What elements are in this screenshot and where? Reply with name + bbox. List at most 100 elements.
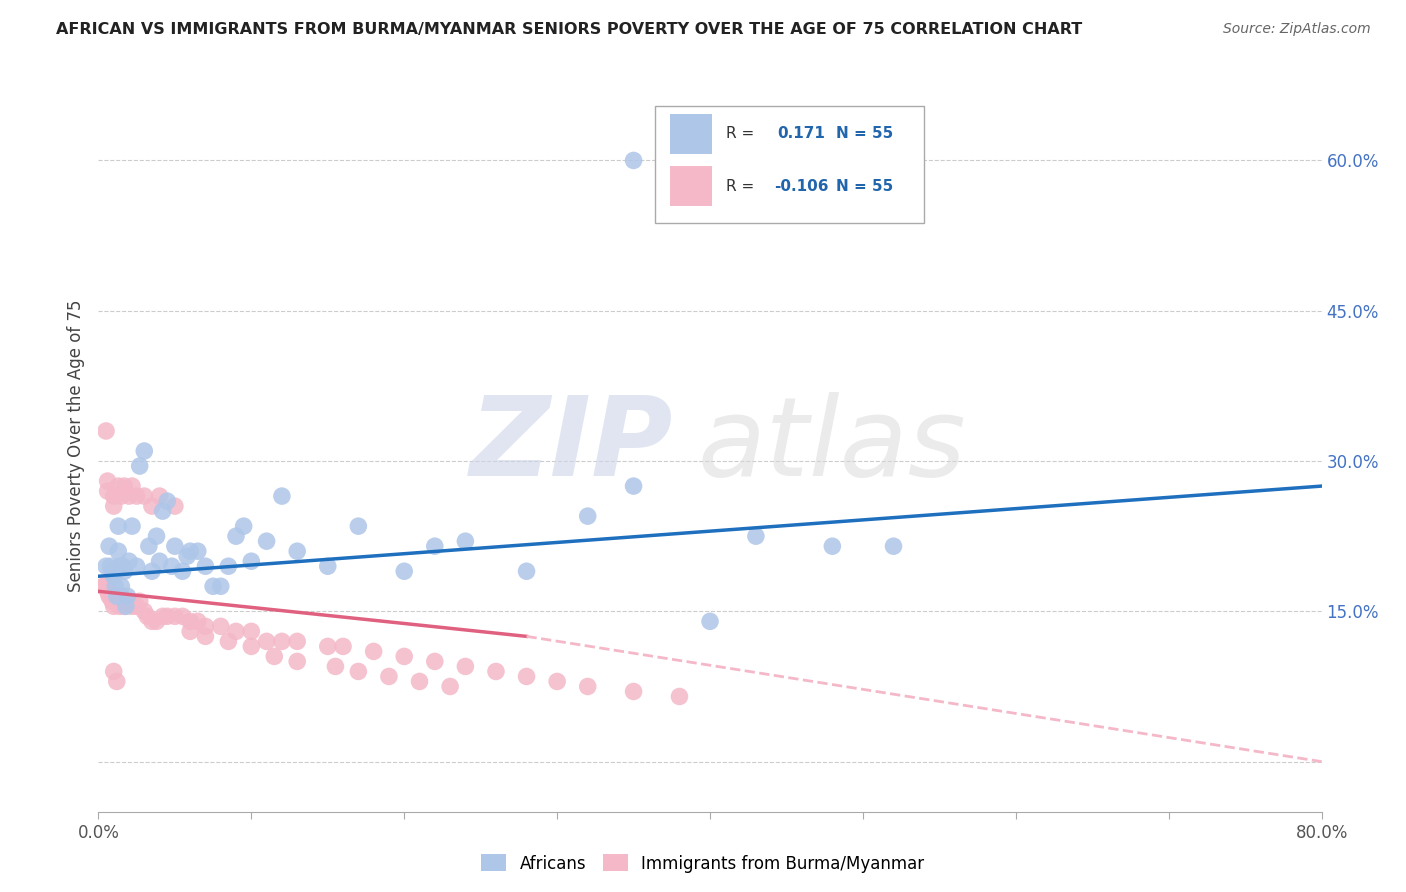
Point xyxy=(128,458,150,473)
Point xyxy=(111,559,134,574)
Point xyxy=(111,594,134,608)
Point xyxy=(225,624,247,639)
Point xyxy=(240,640,263,654)
Point xyxy=(217,559,239,574)
Text: atlas: atlas xyxy=(697,392,966,500)
Point xyxy=(128,594,150,608)
Point xyxy=(125,559,148,574)
Point xyxy=(194,629,217,643)
Point xyxy=(107,544,129,558)
Point xyxy=(232,519,254,533)
Point xyxy=(105,674,128,689)
Point xyxy=(163,539,186,553)
Point xyxy=(134,604,156,618)
Point xyxy=(121,479,143,493)
Point xyxy=(325,659,347,673)
Point xyxy=(97,584,120,599)
Point xyxy=(100,589,122,603)
Point xyxy=(745,529,768,543)
Point xyxy=(176,549,198,564)
Point xyxy=(101,594,124,608)
Point xyxy=(316,640,339,654)
Point xyxy=(110,579,132,593)
Point xyxy=(100,589,122,603)
Point xyxy=(439,680,461,694)
Point xyxy=(112,599,135,614)
Point xyxy=(347,665,370,679)
Point xyxy=(100,559,122,574)
Point xyxy=(172,564,194,578)
Point xyxy=(104,579,127,593)
Point xyxy=(516,564,538,578)
Point xyxy=(423,655,446,669)
Point xyxy=(285,634,308,648)
Point xyxy=(94,424,117,438)
Point xyxy=(117,589,139,603)
Point xyxy=(107,594,129,608)
Point xyxy=(172,609,194,624)
Point xyxy=(103,599,125,614)
Point xyxy=(103,594,125,608)
Point xyxy=(423,539,446,553)
Point xyxy=(134,444,156,458)
Point xyxy=(125,599,148,614)
Point xyxy=(668,690,690,704)
FancyBboxPatch shape xyxy=(669,113,713,153)
Point xyxy=(285,544,308,558)
Point xyxy=(94,579,117,593)
Point xyxy=(141,564,163,578)
Point xyxy=(163,609,186,624)
Point xyxy=(108,599,131,614)
Point xyxy=(108,594,131,608)
Point xyxy=(134,489,156,503)
Text: 0.171: 0.171 xyxy=(778,126,825,141)
Point xyxy=(108,559,131,574)
Point xyxy=(821,539,844,553)
Point xyxy=(363,644,385,658)
Point xyxy=(136,609,159,624)
Point xyxy=(332,640,354,654)
Point xyxy=(94,579,117,593)
Point xyxy=(103,489,125,503)
Point xyxy=(179,544,201,558)
Point xyxy=(156,494,179,508)
Point xyxy=(263,649,285,664)
Point xyxy=(623,479,645,493)
Point xyxy=(378,669,401,683)
Point xyxy=(270,634,292,648)
Legend: Africans, Immigrants from Burma/Myanmar: Africans, Immigrants from Burma/Myanmar xyxy=(475,847,931,880)
Point xyxy=(94,559,117,574)
Point xyxy=(883,539,905,553)
Point xyxy=(98,539,121,553)
Point xyxy=(285,655,308,669)
Point xyxy=(118,554,141,568)
Point xyxy=(145,615,167,629)
Text: ZIP: ZIP xyxy=(470,392,673,500)
Point xyxy=(118,594,141,608)
Point xyxy=(98,584,121,599)
Point xyxy=(103,665,125,679)
Point xyxy=(112,564,135,578)
Point xyxy=(107,519,129,533)
Point xyxy=(105,589,128,603)
Point xyxy=(576,509,599,524)
Point xyxy=(202,579,225,593)
Point xyxy=(454,659,477,673)
Point xyxy=(152,504,174,518)
FancyBboxPatch shape xyxy=(655,106,924,223)
Y-axis label: Seniors Poverty Over the Age of 75: Seniors Poverty Over the Age of 75 xyxy=(66,300,84,592)
Point xyxy=(623,153,645,168)
Point xyxy=(194,559,217,574)
Text: R =: R = xyxy=(725,178,754,194)
Point xyxy=(107,479,129,493)
Point xyxy=(454,534,477,549)
Point xyxy=(97,484,120,499)
Point xyxy=(408,674,430,689)
Point xyxy=(240,624,263,639)
Point xyxy=(104,589,127,603)
Point xyxy=(118,489,141,503)
Point xyxy=(101,564,124,578)
Point xyxy=(546,674,568,689)
Point xyxy=(516,669,538,683)
Point xyxy=(141,499,163,513)
